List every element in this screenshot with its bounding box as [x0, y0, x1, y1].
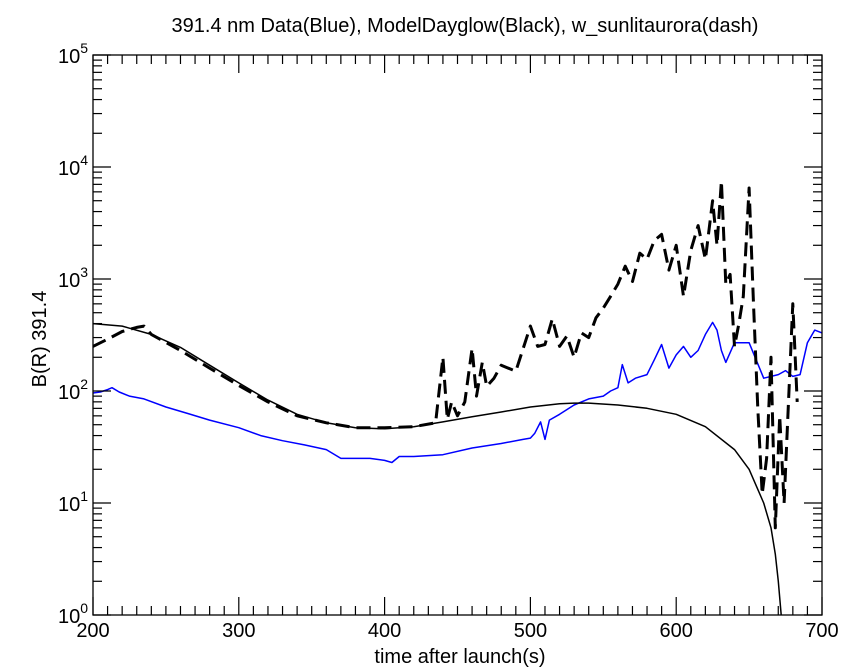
- plot-area: [93, 179, 822, 615]
- y-tick-label-exponent: 0: [80, 600, 88, 616]
- y-tick-label: 101: [58, 488, 88, 516]
- y-tick-label-exponent: 2: [80, 376, 88, 392]
- series-line-0: [93, 321, 822, 464]
- y-tick-label-exponent: 4: [80, 152, 88, 168]
- x-tick-label: 700: [805, 620, 838, 642]
- x-tick-label: 300: [222, 620, 255, 642]
- chart-title: 391.4 nm Data(Blue), ModelDayglow(Black)…: [172, 15, 759, 37]
- y-tick-label-exponent: 5: [80, 40, 88, 56]
- y-tick-label-base: 10: [58, 382, 80, 404]
- x-tick-label: 400: [368, 620, 401, 642]
- x-tick-label: 500: [514, 620, 547, 642]
- y-axis-label: B(R) 391.4: [29, 291, 51, 388]
- y-tick-label: 104: [58, 152, 88, 180]
- x-axis-label: time after launch(s): [374, 646, 545, 667]
- y-tick-label: 103: [58, 264, 88, 292]
- x-tick-label: 600: [660, 620, 693, 642]
- y-tick-label: 100: [58, 600, 88, 628]
- y-tick-label-exponent: 3: [80, 264, 88, 280]
- plot-frame: [92, 54, 823, 616]
- y-tick-label-exponent: 1: [80, 488, 88, 504]
- y-tick-label-base: 10: [58, 158, 80, 180]
- series-group: [93, 179, 822, 615]
- y-tick-label-base: 10: [58, 46, 80, 68]
- y-tick-label: 102: [58, 376, 88, 404]
- y-tick-label-base: 10: [58, 606, 80, 628]
- series-line-2: [93, 179, 799, 530]
- y-tick-label-base: 10: [58, 270, 80, 292]
- x-tick-label: 200: [76, 620, 109, 642]
- y-tick-label-base: 10: [58, 494, 80, 516]
- y-tick-label: 105: [58, 40, 88, 68]
- series-line-1: [93, 322, 782, 615]
